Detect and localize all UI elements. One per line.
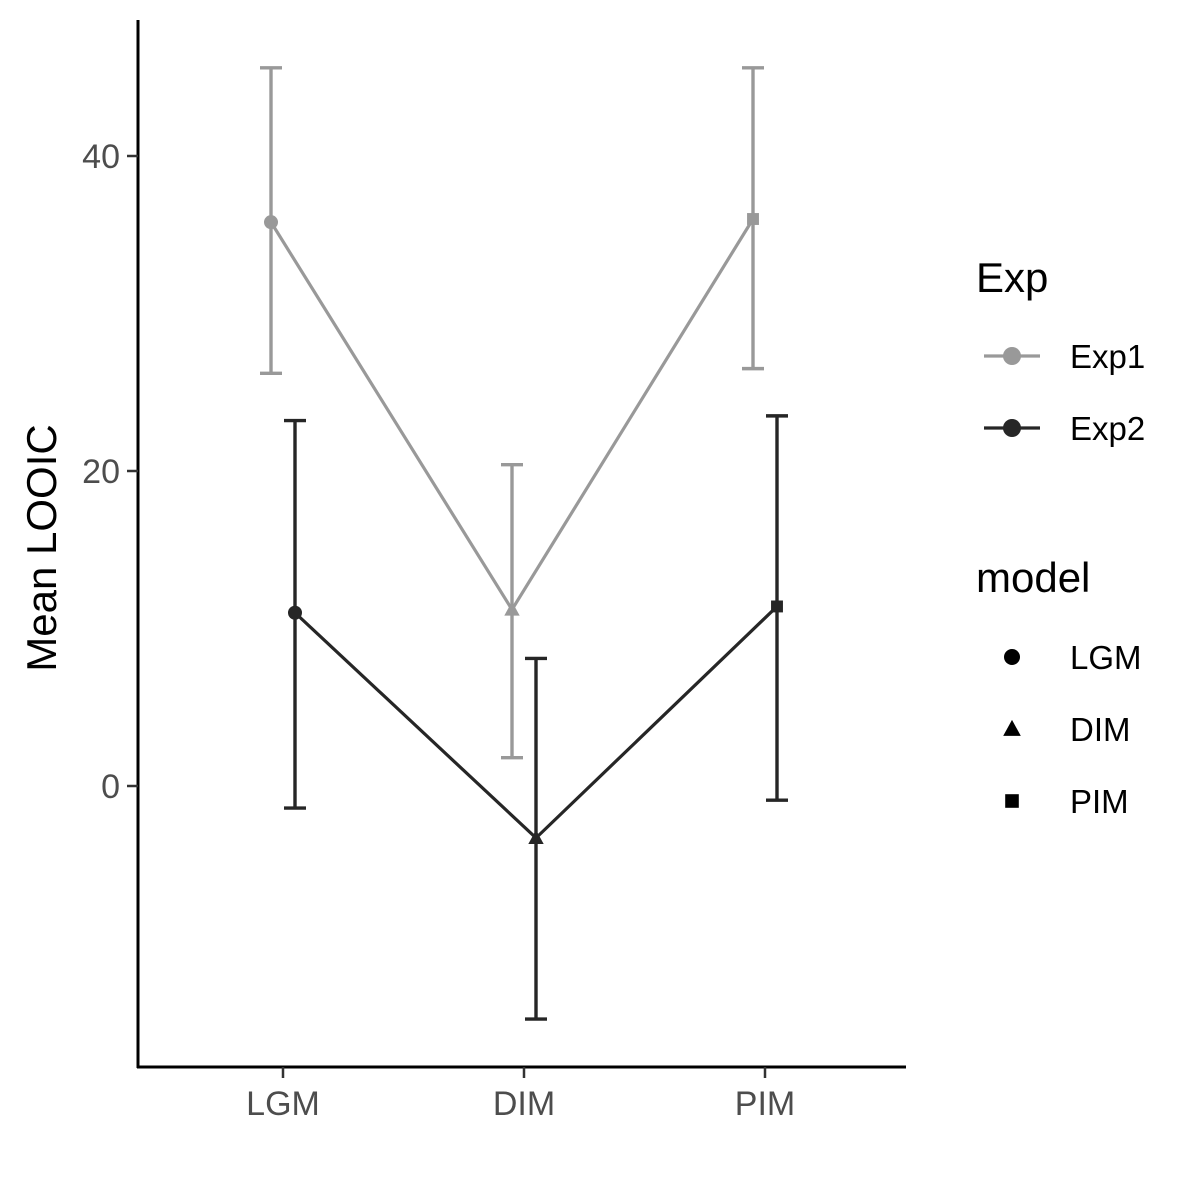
legend-label: LGM xyxy=(1070,639,1142,676)
x-tick-label: PIM xyxy=(735,1085,795,1123)
legend-item-LGM: LGM xyxy=(1004,639,1142,676)
legend-label: DIM xyxy=(1070,711,1131,748)
axes: 0 20 40 LGM DIM PIM xyxy=(82,20,906,1123)
y-tick-label: 0 xyxy=(101,768,120,806)
legend-key-shape xyxy=(1003,719,1021,736)
legend-item-DIM: DIM xyxy=(1003,711,1131,748)
legend-label: Exp2 xyxy=(1070,410,1145,447)
data-point xyxy=(288,605,302,620)
data-point xyxy=(264,215,278,230)
legend: Exp Exp1 Exp2 model LGM DIM PIM xyxy=(976,254,1145,820)
legend-title-exp: Exp xyxy=(976,254,1048,301)
x-tick-label: LGM xyxy=(246,1085,320,1123)
legend-item-PIM: PIM xyxy=(1005,783,1129,820)
series-Exp2 xyxy=(284,414,788,1021)
plot-area xyxy=(260,66,788,1021)
legend-key-shape xyxy=(1005,794,1019,808)
data-point xyxy=(747,213,759,225)
data-point xyxy=(528,829,544,844)
legend-label: Exp1 xyxy=(1070,338,1145,375)
legend-item-Exp2: Exp2 xyxy=(984,410,1145,447)
legend-key-point xyxy=(1003,347,1021,365)
legend-label: PIM xyxy=(1070,783,1129,820)
legend-key-shape xyxy=(1004,649,1020,665)
x-tick-label: DIM xyxy=(493,1085,555,1123)
y-axis-title: Mean LOOIC xyxy=(18,424,65,671)
y-tick-label: 40 xyxy=(82,138,120,176)
legend-title-model: model xyxy=(976,554,1090,601)
legend-item-Exp1: Exp1 xyxy=(984,338,1145,375)
data-point xyxy=(504,601,520,616)
data-point xyxy=(771,600,783,613)
legend-key-point xyxy=(1003,419,1021,437)
series-Exp1 xyxy=(260,66,764,760)
y-tick-label: 20 xyxy=(82,453,120,491)
